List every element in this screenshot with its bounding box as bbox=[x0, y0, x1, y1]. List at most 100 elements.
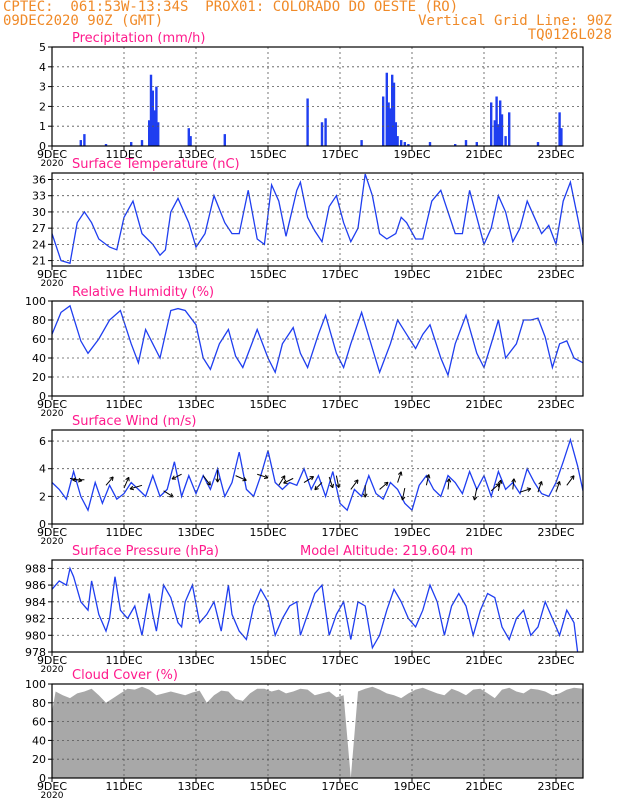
wind-arrowhead bbox=[215, 478, 220, 483]
temp-ytick-label: 24 bbox=[32, 238, 46, 251]
header-model: TQ0126L028 bbox=[527, 27, 612, 43]
wind-xtick-label: 9DEC bbox=[37, 526, 67, 539]
rh-ytick-label: 80 bbox=[32, 314, 46, 327]
wind-arrowhead bbox=[335, 483, 341, 488]
wind-arrow bbox=[105, 476, 114, 486]
wind-arrowhead bbox=[538, 481, 543, 486]
cloud-ytick-label: 100 bbox=[25, 678, 46, 691]
precip-bar bbox=[385, 72, 388, 146]
temp-ytick-label: 36 bbox=[32, 173, 46, 186]
pressure-ytick-label: 986 bbox=[25, 579, 46, 592]
wind-arrowhead bbox=[511, 478, 516, 483]
pressure-frame bbox=[51, 559, 584, 653]
cloud-xtick-label: 9DEC bbox=[37, 780, 67, 793]
wind-arrow bbox=[129, 484, 143, 490]
wind-xtick-label: 15DEC bbox=[249, 526, 286, 539]
wind-arrowhead bbox=[472, 496, 478, 501]
wind-arrow bbox=[314, 482, 323, 491]
cloud-ytick-label: 60 bbox=[32, 716, 46, 729]
precip-xtick-label: 11DEC bbox=[105, 148, 142, 161]
wind-arrowhead bbox=[283, 479, 288, 484]
precip-bar bbox=[396, 136, 399, 146]
precip-bar bbox=[490, 102, 493, 146]
cloud-xtick-label: 11DEC bbox=[105, 780, 142, 793]
precip-bar bbox=[360, 140, 363, 146]
rh-ytick-label: 60 bbox=[32, 333, 46, 346]
temp-year-mark: 2020 bbox=[41, 279, 64, 289]
pressure-xtick-label: 19DEC bbox=[393, 654, 430, 667]
wind-xtick-label: 19DEC bbox=[393, 526, 430, 539]
wind-line bbox=[52, 437, 583, 512]
pressure-panel: Surface Pressure (hPa) Model Altitude: 21… bbox=[25, 544, 584, 675]
wind-arrowhead bbox=[354, 479, 359, 484]
precip-bar bbox=[149, 74, 153, 146]
wind-ytick-label: 2 bbox=[39, 490, 46, 503]
wind-arrowhead bbox=[383, 481, 389, 487]
pressure-ytick-label: 982 bbox=[25, 613, 46, 626]
temp-xtick-label: 17DEC bbox=[321, 268, 358, 281]
rh-year-mark: 2020 bbox=[41, 409, 64, 419]
wind-ytick-label: 4 bbox=[39, 463, 46, 476]
wind-arrowhead bbox=[397, 471, 403, 476]
wind-arrowhead bbox=[556, 481, 561, 486]
wind-title: Surface Wind (m/s) bbox=[72, 414, 196, 429]
precip-bar bbox=[189, 136, 192, 146]
rh-xtick-label: 9DEC bbox=[37, 398, 67, 411]
wind-arrow bbox=[202, 475, 211, 486]
header-station: CPTEC: 061:53W-13:34S PROX01: COLORADO D… bbox=[3, 0, 459, 15]
cloud-ytick-label: 40 bbox=[32, 734, 46, 747]
rh-xtick-label: 15DEC bbox=[249, 398, 286, 411]
precip-bar bbox=[475, 142, 478, 146]
wind-arrowhead bbox=[129, 485, 135, 491]
precip-xtick-label: 21DEC bbox=[465, 148, 502, 161]
pressure-title: Surface Pressure (hPa) bbox=[72, 544, 219, 559]
wind-arrow bbox=[555, 481, 561, 493]
wind-ytick-label: 6 bbox=[39, 435, 46, 448]
precip-bar bbox=[387, 102, 390, 146]
wind-arrowhead bbox=[109, 476, 114, 481]
temp-panel: Surface Temperature (nC) 21 24 27 30 33 36 9DEC… bbox=[32, 157, 584, 289]
wind-frame bbox=[51, 429, 584, 525]
precip-title: Precipitation (mm/h) bbox=[72, 31, 205, 46]
cloud-frame bbox=[51, 683, 584, 779]
cloud-ytick-label: 80 bbox=[32, 697, 46, 710]
temp-ytick-label: 21 bbox=[32, 255, 46, 268]
temp-xtick-label: 19DEC bbox=[393, 268, 430, 281]
precip-bar bbox=[157, 122, 160, 146]
precip-bar bbox=[495, 96, 498, 146]
wind-arrow bbox=[519, 488, 531, 493]
wind-arrow bbox=[335, 475, 340, 488]
wind-arrow bbox=[123, 477, 130, 489]
temp-xtick-label: 15DEC bbox=[249, 268, 286, 281]
precip-bar bbox=[504, 136, 507, 146]
pressure-ytick-label: 978 bbox=[25, 646, 46, 659]
cloud-xtick-label: 15DEC bbox=[249, 780, 286, 793]
wind-arrowhead bbox=[263, 474, 269, 480]
precip-bar bbox=[382, 96, 385, 146]
wind-arrowhead bbox=[425, 474, 431, 479]
temp-line bbox=[52, 173, 583, 265]
precip-ytick-label: 4 bbox=[39, 61, 46, 74]
wind-arrow bbox=[397, 471, 402, 483]
precip-bar bbox=[394, 122, 397, 146]
precip-ytick-label: 5 bbox=[39, 41, 46, 54]
rh-xtick-label: 23DEC bbox=[537, 398, 574, 411]
wind-arrow bbox=[278, 475, 286, 486]
precip-bar bbox=[392, 82, 396, 146]
pressure-ytick-label: 984 bbox=[25, 596, 46, 609]
wind-arrow bbox=[235, 475, 247, 481]
precip-bar bbox=[558, 112, 561, 146]
wind-arrow bbox=[401, 487, 406, 501]
pressure-ytick-label: 988 bbox=[25, 562, 46, 575]
precip-xtick-label: 17DEC bbox=[321, 148, 358, 161]
rh-xtick-label: 13DEC bbox=[177, 398, 214, 411]
precip-bar bbox=[151, 90, 154, 146]
wind-arrowhead bbox=[570, 475, 575, 480]
wind-panel: Surface Wind (m/s) 0 2 4 6 9DEC 11DEC 13DEC 15DE… bbox=[37, 414, 584, 547]
wind-arrowhead bbox=[314, 485, 319, 491]
header-grid-line: Vertical Grid Line: 90Z bbox=[418, 13, 612, 29]
wind-arrowhead bbox=[281, 475, 286, 480]
wind-xtick-label: 21DEC bbox=[465, 526, 502, 539]
wind-arrowhead bbox=[206, 481, 211, 486]
temp-xtick-label: 23DEC bbox=[537, 268, 574, 281]
